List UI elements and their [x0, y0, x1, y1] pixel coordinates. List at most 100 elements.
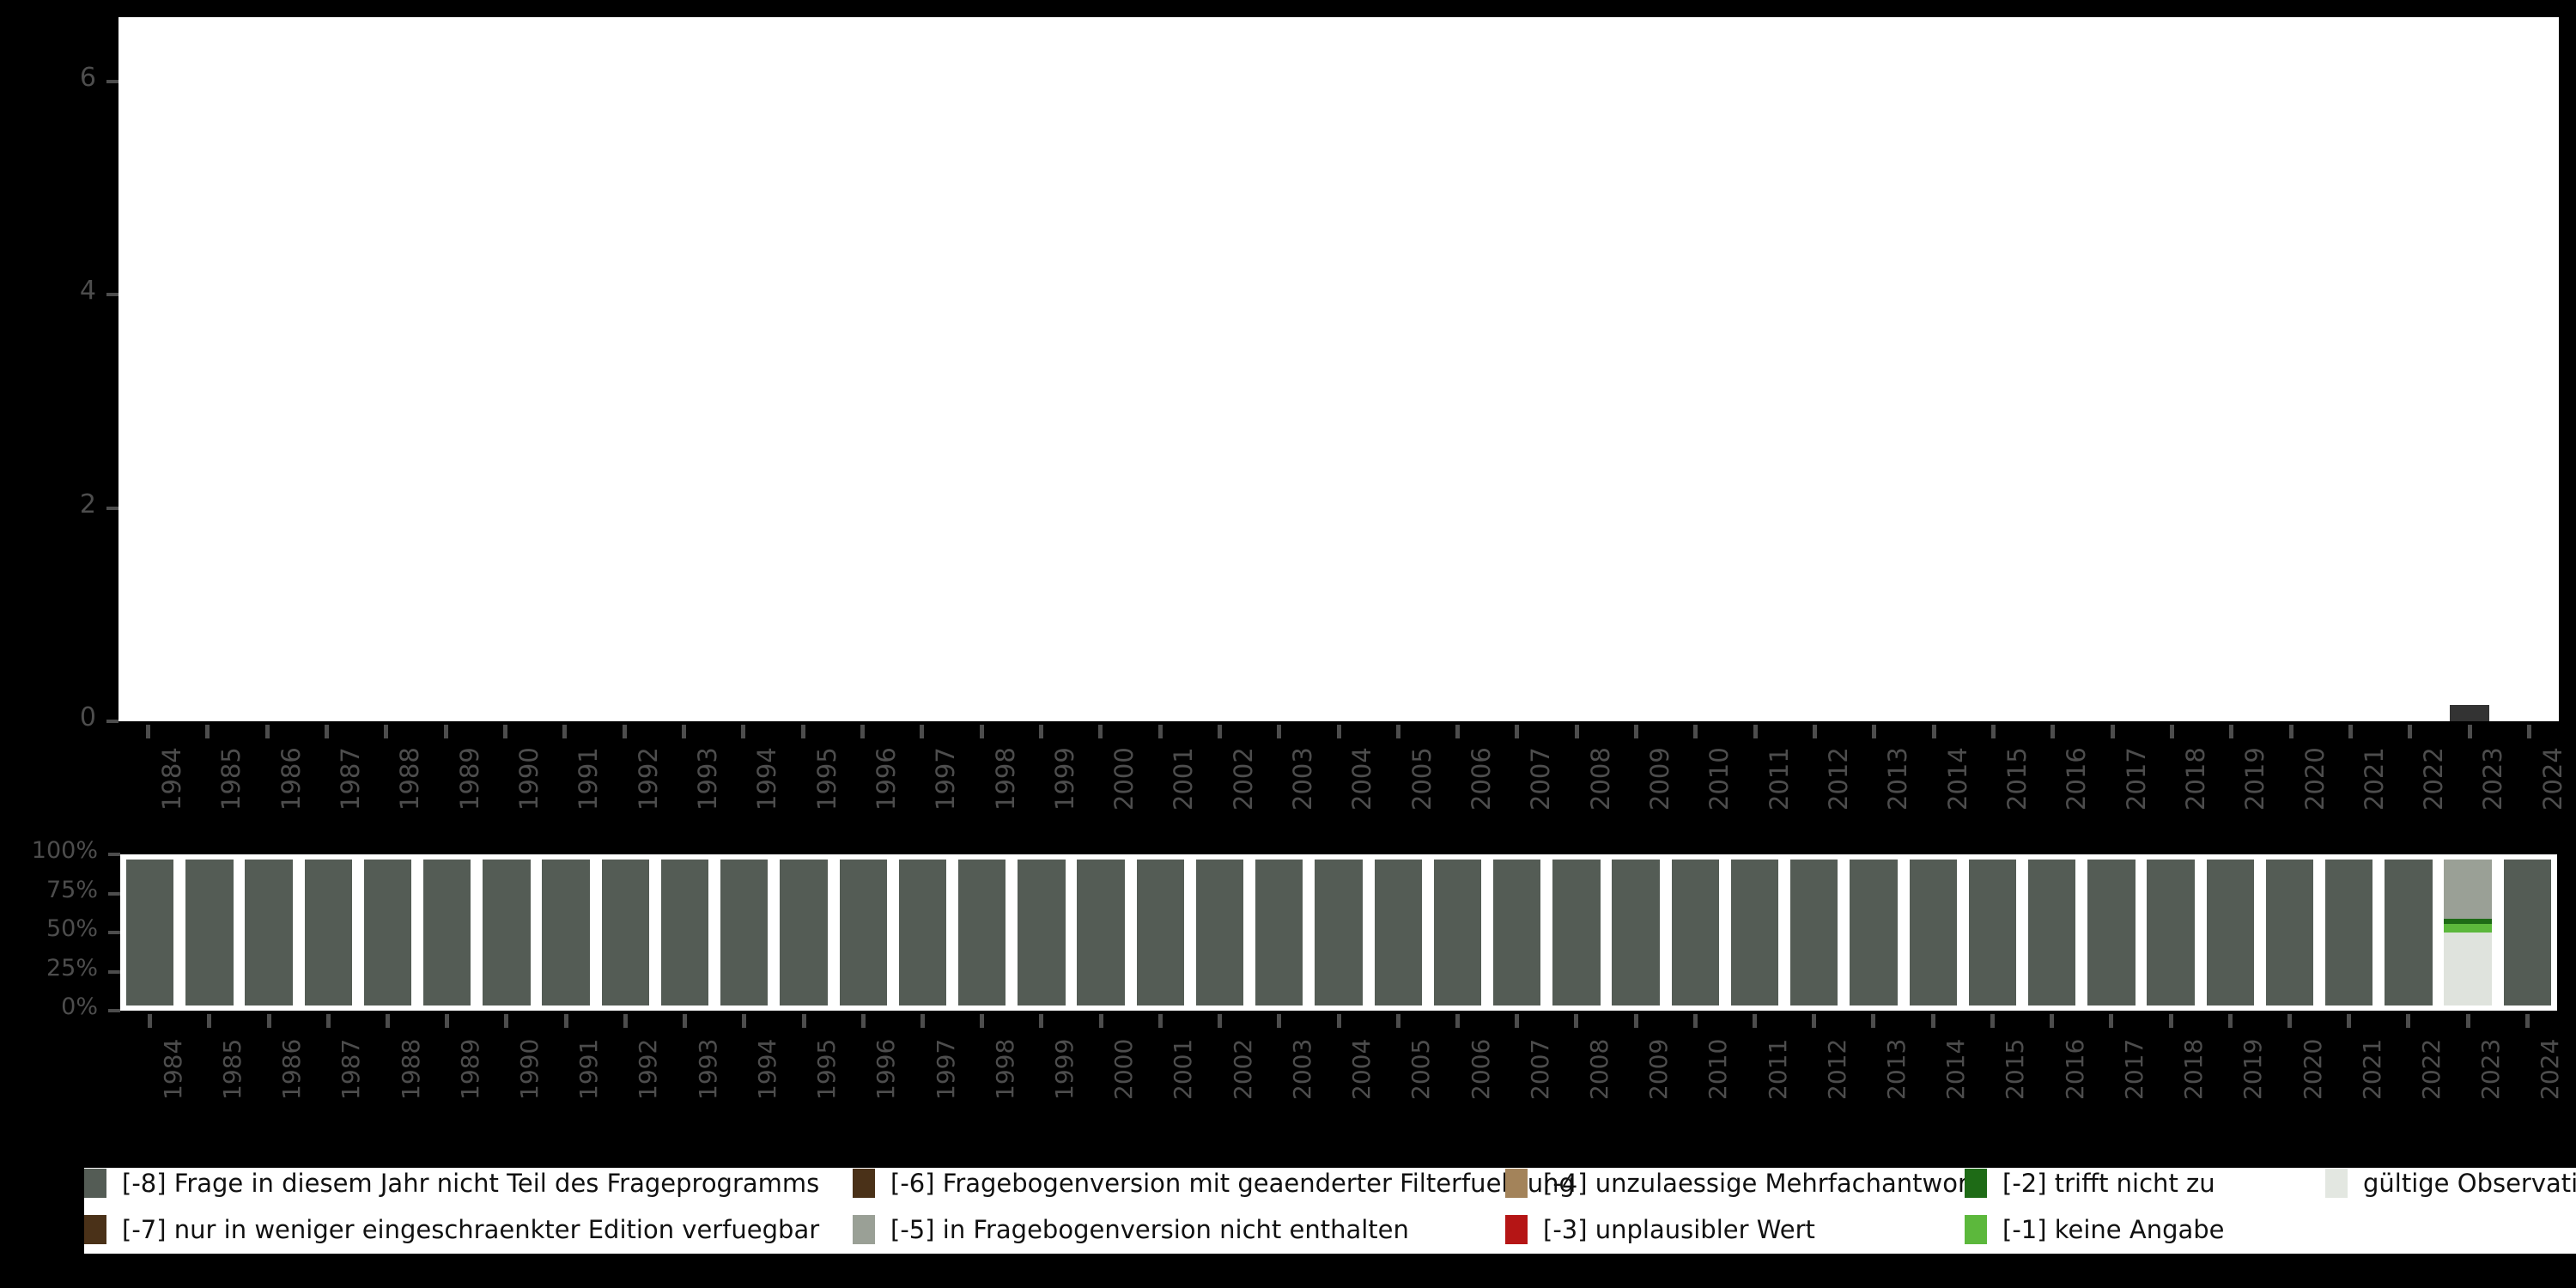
percent-stack-segment	[1552, 860, 1601, 1005]
x-tick-label-1990: 1990	[515, 1038, 544, 1100]
legend-item[interactable]: gültige Observationen	[2325, 1168, 2576, 1199]
x-tick-label-2014: 2014	[1941, 1038, 1971, 1100]
x-tick-label-2020: 2020	[2300, 747, 2330, 811]
x-tick-mark	[1157, 725, 1163, 738]
legend-item-label: gültige Observationen	[2363, 1168, 2576, 1198]
percent-stack-segment	[1671, 860, 1719, 1005]
percent-stacked-bar	[2265, 860, 2314, 1005]
x-tick-mark	[2347, 1014, 2352, 1028]
x-tick-label-1992: 1992	[634, 1038, 663, 1100]
percent-stacked-bar	[1315, 860, 1363, 1005]
percent-stack-segment	[542, 860, 590, 1005]
legend-swatch-icon	[1965, 1169, 1987, 1198]
x-tick-label-2024: 2024	[2537, 747, 2567, 811]
legend-item-label: [-1] keine Angabe	[2002, 1214, 2225, 1244]
counts-y-tick-label: 0	[79, 702, 96, 732]
x-tick-mark	[623, 1014, 628, 1028]
percent-stack-segment	[423, 860, 471, 1005]
x-tick-label-2012: 2012	[1823, 747, 1853, 811]
x-tick-label-2013: 2013	[1882, 1038, 1911, 1100]
percent-y-tick-label: 50%	[46, 915, 98, 942]
percent-stack-segment	[2444, 923, 2492, 933]
x-tick-mark	[1753, 1014, 1758, 1028]
x-tick-label-2005: 2005	[1406, 747, 1437, 811]
legend-item[interactable]: [-4] unzulaessige Mehrfachantwort	[1505, 1168, 1978, 1199]
percent-y-tick-label: 25%	[46, 954, 98, 981]
percent-stack-segment	[1612, 860, 1660, 1005]
x-tick-mark	[1515, 1014, 1520, 1028]
x-tick-mark	[264, 725, 270, 738]
legend-item[interactable]: [-8] Frage in diesem Jahr nicht Teil des…	[84, 1168, 819, 1199]
legend-item[interactable]: [-7] nur in weniger eingeschraenkter Edi…	[84, 1214, 819, 1245]
percent-stack-segment	[2027, 860, 2076, 1005]
x-tick-label-2018: 2018	[2179, 1038, 2208, 1100]
percent-stack-segment	[2444, 860, 2492, 919]
percent-y-tick-mark	[108, 931, 120, 934]
x-tick-label-1992: 1992	[633, 747, 663, 811]
x-tick-mark	[325, 1014, 331, 1028]
x-tick-label-1988: 1988	[395, 747, 425, 811]
x-tick-mark	[1634, 725, 1639, 738]
percent-stacked-bar	[363, 860, 412, 1005]
x-tick-label-2021: 2021	[2359, 747, 2389, 811]
percent-stack-segment	[2385, 860, 2433, 1005]
percent-stack-segment	[898, 860, 947, 1005]
percent-stack-segment	[720, 860, 769, 1005]
percent-stack-segment	[1374, 860, 1422, 1005]
percent-stacked-bar	[1195, 860, 1244, 1005]
x-tick-label-2008: 2008	[1585, 747, 1615, 811]
legend-item-label: [-5] in Fragebogenversion nicht enthalte…	[890, 1214, 1409, 1244]
percent-stacked-bar	[601, 860, 650, 1005]
x-tick-label-1997: 1997	[931, 747, 961, 811]
x-tick-mark	[1574, 725, 1579, 738]
counts-plot-area	[118, 17, 2559, 721]
legend-swatch-icon	[84, 1215, 106, 1244]
x-tick-label-2008: 2008	[1584, 1038, 1613, 1100]
percent-stacked-bar	[1492, 860, 1541, 1005]
legend: [-8] Frage in diesem Jahr nicht Teil des…	[84, 1168, 2576, 1254]
percent-stack-segment	[125, 860, 174, 1005]
x-tick-label-1991: 1991	[574, 747, 604, 811]
x-tick-mark	[2406, 1014, 2411, 1028]
percent-stacked-bar	[2087, 860, 2136, 1005]
legend-item[interactable]: [-3] unplausibler Wert	[1505, 1214, 1815, 1245]
x-tick-mark	[2526, 725, 2531, 738]
x-tick-label-2019: 2019	[2240, 747, 2270, 811]
x-tick-label-2006: 2006	[1466, 1038, 1495, 1100]
x-tick-mark	[2467, 725, 2472, 738]
percent-stack-segment	[1315, 860, 1363, 1005]
legend-item[interactable]: [-6] Fragebogenversion mit geaenderter F…	[853, 1168, 1575, 1199]
x-tick-mark	[1812, 1014, 1817, 1028]
x-tick-mark	[325, 725, 330, 738]
percent-stacked-bar	[720, 860, 769, 1005]
percent-stack-segment	[1195, 860, 1244, 1005]
x-tick-mark	[504, 1014, 509, 1028]
x-tick-mark	[1039, 1014, 1044, 1028]
percent-y-tick-label: 0%	[61, 993, 98, 1020]
legend-item[interactable]: [-2] trifft nicht zu	[1965, 1168, 2215, 1199]
percent-stack-segment	[2087, 860, 2136, 1005]
x-tick-label-2010: 2010	[1704, 747, 1735, 811]
legend-item[interactable]: [-1] keine Angabe	[1965, 1214, 2225, 1245]
x-tick-mark	[920, 1014, 925, 1028]
legend-swatch-icon	[853, 1215, 875, 1244]
legend-item[interactable]: [-5] in Fragebogenversion nicht enthalte…	[853, 1214, 1409, 1245]
percent-stack-segment	[660, 860, 709, 1005]
counts-y-tick-label: 4	[79, 276, 96, 307]
x-tick-mark	[1813, 725, 1818, 738]
percent-stacked-bar	[1909, 860, 1957, 1005]
percent-stack-segment	[1018, 860, 1066, 1005]
x-tick-label-2021: 2021	[2357, 1038, 2386, 1100]
x-tick-label-2014: 2014	[1942, 747, 1972, 811]
counts-y-tick-label: 6	[79, 62, 96, 93]
percent-y-tick-mark	[108, 969, 120, 974]
x-tick-label-2011: 2011	[1763, 1038, 1792, 1100]
x-tick-label-1994: 1994	[752, 747, 782, 811]
x-tick-mark	[2227, 1014, 2233, 1028]
percent-stacked-bar	[2147, 860, 2195, 1005]
x-tick-mark	[1753, 725, 1758, 738]
percent-stack-segment	[1790, 860, 1838, 1005]
legend-item-label: [-4] unzulaessige Mehrfachantwort	[1543, 1168, 1978, 1198]
percent-stacked-bar	[483, 860, 531, 1005]
percent-chart-panel: 100% 75% 50% 25% 0% 1984 1985 1986 1987 1988 1989…	[0, 837, 2576, 1155]
